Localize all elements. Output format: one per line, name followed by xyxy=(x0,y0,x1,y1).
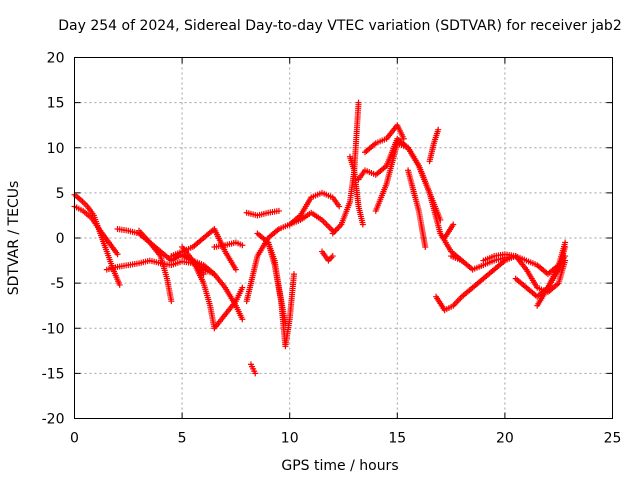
series-b xyxy=(71,203,121,258)
series-o xyxy=(286,189,343,228)
series-q xyxy=(329,99,362,237)
series-aa xyxy=(480,251,569,296)
chart-title: Day 254 of 2024, Sidereal Day-to-day VTE… xyxy=(58,18,621,34)
x-tick-label: 5 xyxy=(178,431,187,447)
data-point xyxy=(116,281,123,288)
data-marks xyxy=(71,99,569,377)
plot-frame xyxy=(74,57,613,419)
data-point xyxy=(291,271,298,278)
data-point xyxy=(435,126,442,133)
series-k xyxy=(247,361,259,377)
series-n xyxy=(265,239,298,350)
y-tick-label: -10 xyxy=(42,321,65,337)
y-tick-label: -5 xyxy=(51,276,65,292)
series-v xyxy=(405,167,429,251)
series-x xyxy=(441,221,457,241)
series-t xyxy=(362,122,407,156)
data-point xyxy=(422,244,429,251)
x-tick-label: 25 xyxy=(604,431,622,447)
data-point xyxy=(252,370,259,377)
y-tick-label: 5 xyxy=(56,186,65,202)
data-point xyxy=(329,253,336,260)
series-i xyxy=(211,239,246,251)
x-tick-label: 0 xyxy=(70,431,79,447)
y-tick-label: 20 xyxy=(47,51,65,67)
series-j xyxy=(243,207,282,219)
data-point xyxy=(355,99,362,106)
x-axis-label: GPS time / hours xyxy=(281,458,398,474)
data-point xyxy=(239,316,246,323)
series-r xyxy=(346,153,366,228)
x-tick-labels: 0 5 10 15 20 25 xyxy=(70,431,621,447)
y-tick-label: 15 xyxy=(47,96,65,112)
series-z xyxy=(448,253,569,278)
x-tick-label: 10 xyxy=(281,431,299,447)
data-point xyxy=(336,203,343,210)
data-point xyxy=(400,135,407,142)
series-u xyxy=(372,140,465,264)
data-point xyxy=(232,266,239,273)
y-tick-label: 10 xyxy=(47,141,65,157)
x-tick-label: 15 xyxy=(388,431,406,447)
data-point xyxy=(562,257,569,264)
series-h xyxy=(179,244,246,332)
data-point xyxy=(562,244,569,251)
grid-lines xyxy=(74,57,613,419)
series-w xyxy=(426,126,442,165)
data-point xyxy=(239,284,246,291)
data-point xyxy=(114,251,121,258)
series-ac xyxy=(534,244,569,309)
data-point xyxy=(359,221,366,228)
data-point xyxy=(275,207,282,214)
x-tick-label: 20 xyxy=(496,431,514,447)
data-point xyxy=(168,298,175,305)
y-tick-label: -20 xyxy=(42,412,65,428)
y-tick-label: -15 xyxy=(42,366,65,382)
y-tick-label: 0 xyxy=(56,231,65,247)
y-tick-labels: -20 -15 -10 -5 0 5 10 15 20 xyxy=(42,51,65,428)
y-axis-label: SDTVAR / TECUs xyxy=(6,181,22,296)
series-p xyxy=(318,248,336,264)
data-point xyxy=(450,221,457,228)
data-point xyxy=(239,242,246,249)
